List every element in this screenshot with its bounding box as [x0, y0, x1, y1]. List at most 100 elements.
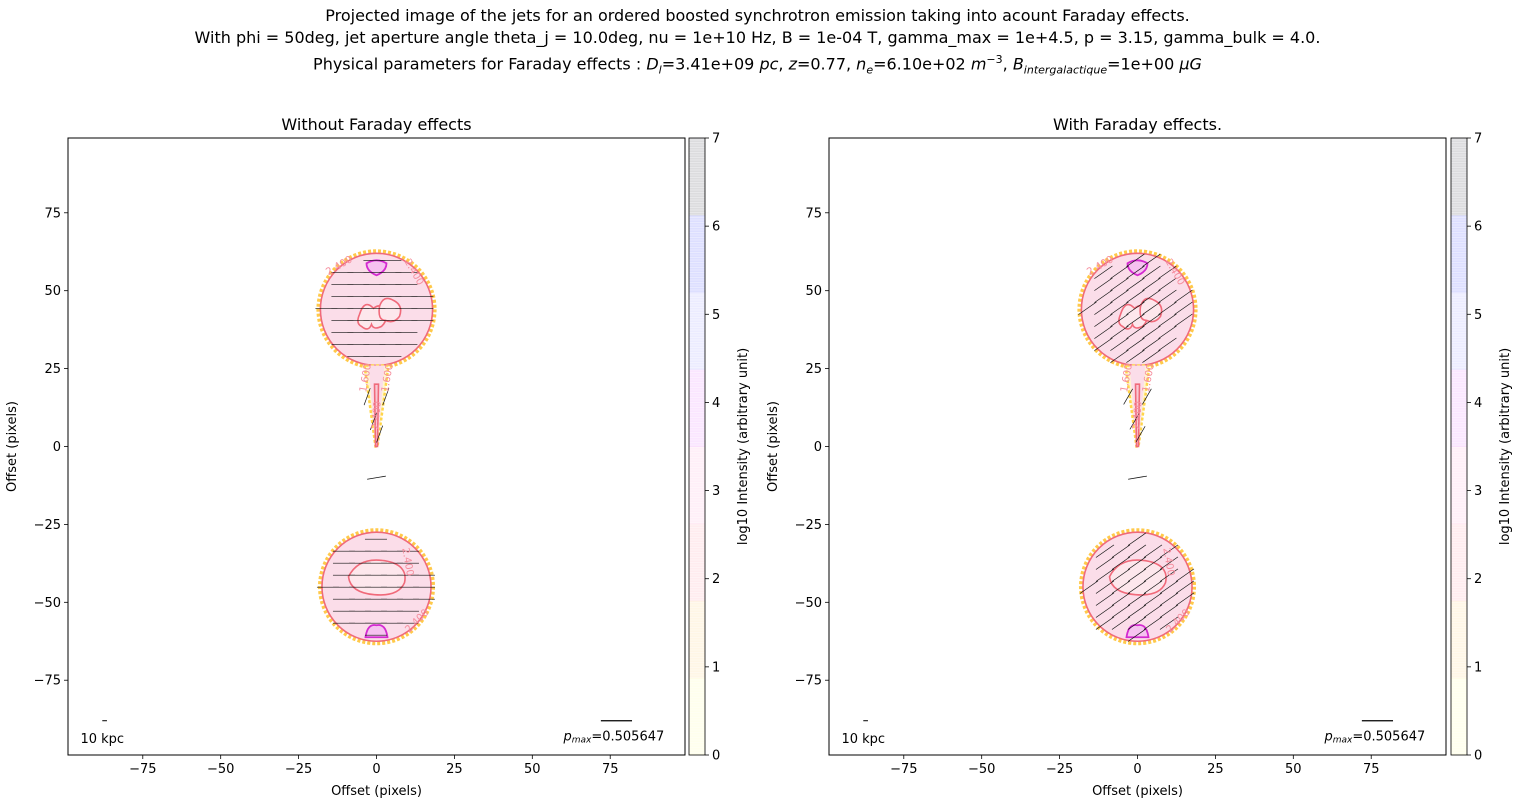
colorbar-tick-label: 7: [712, 132, 720, 147]
b-subscript: intergalactique: [1023, 63, 1108, 77]
sep-1: ,: [778, 54, 789, 74]
polarization-vector: [1159, 568, 1179, 582]
pmax-value: =0.505647: [591, 729, 664, 744]
colorbar-segment: [689, 292, 705, 370]
polarization-vector: [1094, 313, 1113, 327]
upper-lobe-inner-contour-right: [378, 297, 402, 323]
polarization-vector: [1094, 289, 1113, 303]
polarization-vector: [1174, 313, 1193, 327]
y-tick-label: 75: [805, 206, 822, 221]
upper-lobe-core-contour: [1126, 259, 1149, 277]
y-axis-label: Offset (pixels): [766, 401, 781, 492]
pmax-label: pmax=0.505647: [562, 729, 664, 745]
colorbar-segment: [1451, 215, 1467, 293]
lower-lobe-polarization-vectors: [316, 538, 435, 636]
polarization-vector: [1142, 349, 1161, 363]
pmax-symbol: p: [562, 729, 571, 744]
polarization-vector: [1143, 616, 1163, 630]
colorbar-tick-label: 3: [1474, 484, 1482, 499]
colorbar: 0 1 2 3 4 5 6 7 log10 Intensity (arbitrary unit): [688, 132, 751, 764]
y-tick-label: −50: [34, 596, 61, 611]
y-tick-label: −25: [795, 518, 822, 533]
x-tick-label: 25: [1207, 762, 1224, 777]
suptitle-line-3: Physical parameters for Faraday effects …: [0, 49, 1515, 82]
y-tick-label: 50: [44, 284, 61, 299]
polarization-vector: [1158, 277, 1177, 291]
x-tick-label: 75: [1363, 762, 1380, 777]
x-tick-label: −25: [1046, 762, 1073, 777]
polarization-vector: [1095, 592, 1115, 606]
b-symbol: B: [1012, 54, 1024, 74]
contour-label: 1.600: [1119, 363, 1135, 393]
polarization-vector: [1142, 277, 1161, 291]
polarization-vector: [1158, 313, 1177, 327]
b-value: =1e+00: [1107, 54, 1180, 74]
x-tick-label: −25: [285, 762, 312, 777]
pmax-subscript: max: [572, 735, 592, 745]
colorbar-segment: [1451, 369, 1467, 447]
colorbar-frame: [688, 137, 706, 756]
contour-label: 2.400: [370, 401, 383, 430]
x-tick-label: −75: [129, 762, 156, 777]
dl-unit: pc: [759, 54, 779, 74]
upper-lobe-polarization-vectors: [315, 259, 434, 357]
contour-label: 1.600: [1141, 363, 1157, 393]
polarization-vector: [1159, 544, 1179, 558]
colorbar-segment: [689, 369, 705, 447]
x-tick-label: 50: [524, 762, 541, 777]
polarization-vector: [1111, 556, 1131, 570]
colorbar: 0 1 2 3 4 5 6 7 log10 Intensity (arbitrary unit): [1450, 132, 1513, 764]
polarization-vector: [1142, 325, 1161, 339]
dl-symbol: D: [646, 54, 659, 74]
colorbar-tick-label: 0: [1474, 749, 1482, 764]
polarization-vector: [1158, 337, 1177, 351]
colorbar-tick-label: 1: [1474, 660, 1482, 675]
polarization-vector: [1095, 580, 1115, 594]
y-tick-label: 0: [814, 440, 822, 455]
polarization-vector: [1110, 349, 1129, 363]
polarization-vector: [1127, 616, 1147, 630]
b-unit: μG: [1179, 54, 1202, 74]
polarization-vector: [1174, 289, 1193, 303]
lower-lobe-core-contour: [364, 624, 389, 639]
colorbar-segment: [1451, 677, 1467, 756]
polarization-vector: [1094, 277, 1113, 291]
polarization-vector: [1143, 592, 1163, 606]
polarization-vector: [1111, 580, 1131, 594]
polarization-vector: [1127, 532, 1147, 546]
colorbar-tick-label: 3: [712, 484, 720, 499]
colorbar-tick-label: 6: [712, 220, 720, 235]
pmax-subscript: max: [1333, 735, 1353, 745]
polarization-vector: [1094, 325, 1113, 339]
x-tick-label: −50: [968, 762, 995, 777]
polarization-vector: [1127, 544, 1147, 558]
polarization-vector: [1095, 556, 1115, 570]
polarization-vector: [1111, 604, 1131, 618]
lower-lobe-polarization-vectors: [1079, 532, 1195, 642]
polarization-vector: [1110, 337, 1129, 351]
y-tick-label: 50: [805, 284, 822, 299]
y-tick-label: −25: [34, 518, 61, 533]
upper-lobe-inner-contour-right: [1139, 297, 1163, 323]
polarization-vector: [1175, 568, 1195, 582]
jet-polarization-vectors: [363, 388, 390, 443]
polarization-vector: [1143, 580, 1163, 594]
polarization-vector: [1159, 592, 1179, 606]
counterjet-vector: [1128, 475, 1147, 480]
polarization-vector: [1110, 313, 1129, 327]
z-symbol: z: [788, 54, 797, 74]
contour-label: 2.400: [1131, 401, 1144, 430]
polarization-vector: [1110, 289, 1129, 303]
dl-subscript: l: [658, 63, 662, 77]
ne-symbol: n: [856, 54, 867, 74]
lower-lobe-inner-contour: [1108, 559, 1167, 596]
colorbar-tick-label: 2: [1474, 572, 1482, 587]
x-axis-label: Offset (pixels): [1092, 784, 1183, 799]
ne-subscript: e: [866, 63, 874, 77]
colorbar-segment: [689, 215, 705, 293]
y-tick-label: 25: [805, 362, 822, 377]
polarization-vector: [1079, 580, 1099, 594]
ne-exponent: −3: [986, 53, 1003, 66]
polarization-vector: [1126, 301, 1145, 315]
